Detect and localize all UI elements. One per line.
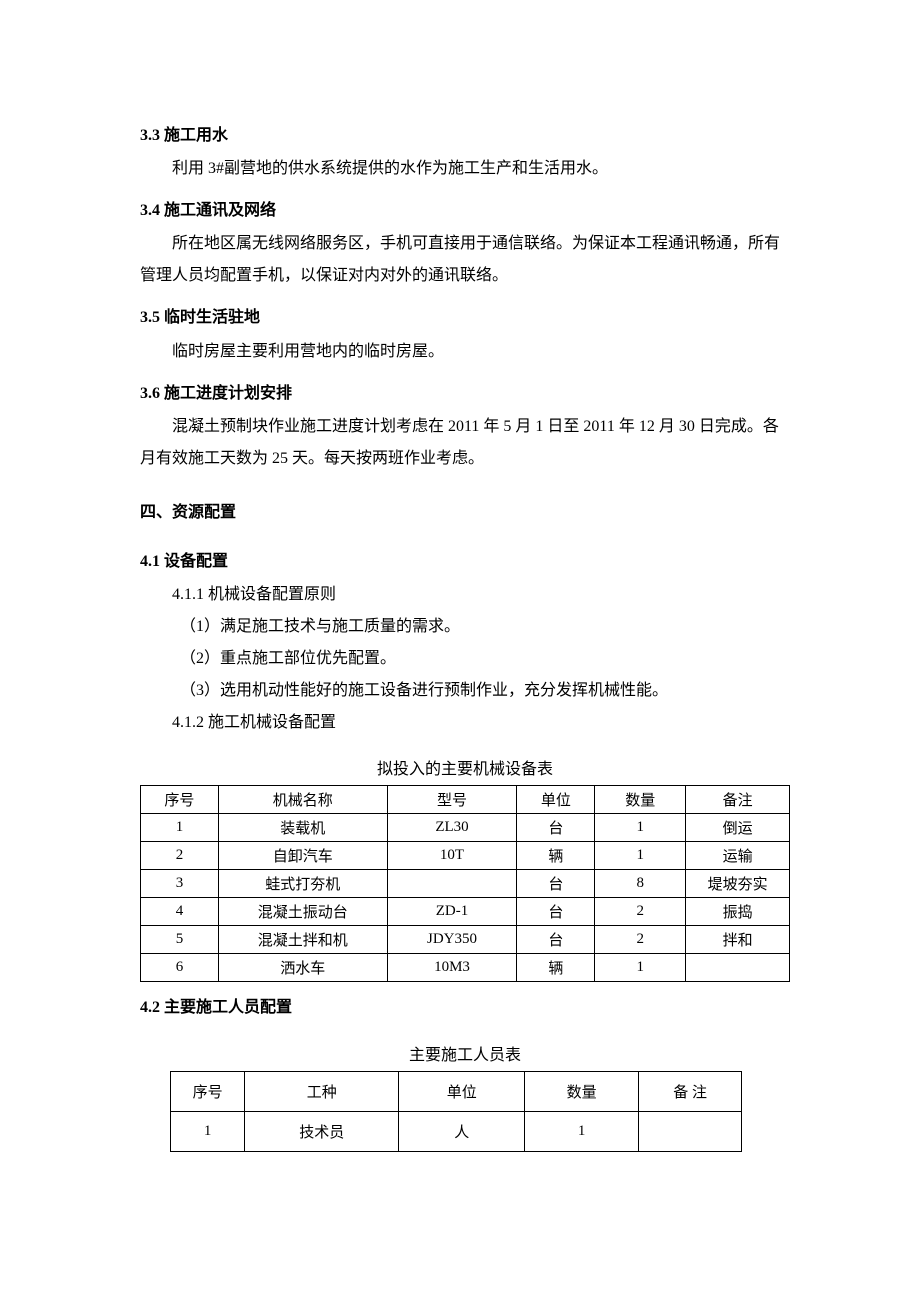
- table-row: 1技术员人1: [171, 1112, 742, 1152]
- table-cell: 人: [399, 1112, 525, 1152]
- table-cell: [686, 954, 790, 982]
- equipment-table-caption: 拟投入的主要机械设备表: [140, 755, 790, 779]
- heading-4-1-1: 4.1.1 机械设备配置原则: [140, 579, 790, 611]
- table-row: 2自卸汽车10T辆1运输: [141, 842, 790, 870]
- heading-4-2: 4.2 主要施工人员配置: [140, 990, 790, 1025]
- heading-4-1: 4.1 设备配置: [140, 544, 790, 579]
- table-cell: 1: [595, 842, 686, 870]
- table-header-cell: 工种: [245, 1072, 399, 1112]
- table-cell: 1: [141, 814, 219, 842]
- table-cell: 混凝土拌和机: [218, 926, 387, 954]
- table-header-cell: 机械名称: [218, 786, 387, 814]
- table-cell: [387, 870, 517, 898]
- table-header-cell: 数量: [525, 1072, 639, 1112]
- table-header-cell: 数量: [595, 786, 686, 814]
- list-item-4-1-1-1: （1）满足施工技术与施工质量的需求。: [140, 611, 790, 643]
- table-cell: 台: [517, 870, 595, 898]
- table-cell: 洒水车: [218, 954, 387, 982]
- table-cell: 10M3: [387, 954, 517, 982]
- table-header-row: 序号 机械名称 型号 单位 数量 备注: [141, 786, 790, 814]
- table-cell: 1: [525, 1112, 639, 1152]
- list-item-4-1-1-2: （2）重点施工部位优先配置。: [140, 643, 790, 675]
- table-cell: 自卸汽车: [218, 842, 387, 870]
- table-cell: 混凝土振动台: [218, 898, 387, 926]
- table-cell: 蛙式打夯机: [218, 870, 387, 898]
- paragraph-3-5: 临时房屋主要利用营地内的临时房屋。: [140, 336, 790, 368]
- table-header-cell: 单位: [399, 1072, 525, 1112]
- list-item-4-1-1-3: （3）选用机动性能好的施工设备进行预制作业，充分发挥机械性能。: [140, 675, 790, 707]
- table-cell: 堤坡夯实: [686, 870, 790, 898]
- heading-3-3: 3.3 施工用水: [140, 118, 790, 153]
- table-row: 3蛙式打夯机 台8堤坡夯实: [141, 870, 790, 898]
- table-cell: 辆: [517, 954, 595, 982]
- table-cell: [639, 1112, 742, 1152]
- table-cell: 台: [517, 898, 595, 926]
- table-cell: 8: [595, 870, 686, 898]
- table-cell: 技术员: [245, 1112, 399, 1152]
- table-cell: 2: [141, 842, 219, 870]
- table-cell: JDY350: [387, 926, 517, 954]
- table-header-cell: 备 注: [639, 1072, 742, 1112]
- table-cell: 运输: [686, 842, 790, 870]
- personnel-table: 序号 工种 单位 数量 备 注 1技术员人1: [170, 1071, 742, 1152]
- table-cell: 1: [595, 814, 686, 842]
- table-row: 6洒水车10M3辆1: [141, 954, 790, 982]
- table-header-cell: 单位: [517, 786, 595, 814]
- equipment-table: 序号 机械名称 型号 单位 数量 备注 1装载机ZL30台1倒运2自卸汽车10T…: [140, 785, 790, 982]
- table-cell: ZD-1: [387, 898, 517, 926]
- table-cell: 1: [595, 954, 686, 982]
- table-cell: 装载机: [218, 814, 387, 842]
- heading-4-1-2: 4.1.2 施工机械设备配置: [140, 707, 790, 739]
- heading-3-5: 3.5 临时生活驻地: [140, 300, 790, 335]
- table-cell: 振捣: [686, 898, 790, 926]
- table-row: 1装载机ZL30台1倒运: [141, 814, 790, 842]
- heading-4: 四、资源配置: [140, 495, 790, 530]
- heading-3-4: 3.4 施工通讯及网络: [140, 193, 790, 228]
- table-cell: 辆: [517, 842, 595, 870]
- table-cell: ZL30: [387, 814, 517, 842]
- table-cell: 6: [141, 954, 219, 982]
- table-row: 5混凝土拌和机JDY350台2拌和: [141, 926, 790, 954]
- table-header-row: 序号 工种 单位 数量 备 注: [171, 1072, 742, 1112]
- table-cell: 2: [595, 898, 686, 926]
- paragraph-3-4: 所在地区属无线网络服务区，手机可直接用于通信联络。为保证本工程通讯畅通，所有管理…: [140, 228, 790, 292]
- table-cell: 3: [141, 870, 219, 898]
- table-cell: 倒运: [686, 814, 790, 842]
- table-row: 4混凝土振动台ZD-1台2振捣: [141, 898, 790, 926]
- table-header-cell: 序号: [141, 786, 219, 814]
- table-cell: 10T: [387, 842, 517, 870]
- table-cell: 台: [517, 926, 595, 954]
- table-header-cell: 序号: [171, 1072, 245, 1112]
- table-cell: 5: [141, 926, 219, 954]
- table-cell: 台: [517, 814, 595, 842]
- table-cell: 1: [171, 1112, 245, 1152]
- document-body: 3.3 施工用水 利用 3#副营地的供水系统提供的水作为施工生产和生活用水。 3…: [140, 118, 790, 1152]
- table-cell: 2: [595, 926, 686, 954]
- table-cell: 4: [141, 898, 219, 926]
- table-header-cell: 型号: [387, 786, 517, 814]
- table-cell: 拌和: [686, 926, 790, 954]
- paragraph-3-3: 利用 3#副营地的供水系统提供的水作为施工生产和生活用水。: [140, 153, 790, 185]
- personnel-table-caption: 主要施工人员表: [140, 1041, 790, 1065]
- table-header-cell: 备注: [686, 786, 790, 814]
- paragraph-3-6: 混凝土预制块作业施工进度计划考虑在 2011 年 5 月 1 日至 2011 年…: [140, 411, 790, 475]
- heading-3-6: 3.6 施工进度计划安排: [140, 376, 790, 411]
